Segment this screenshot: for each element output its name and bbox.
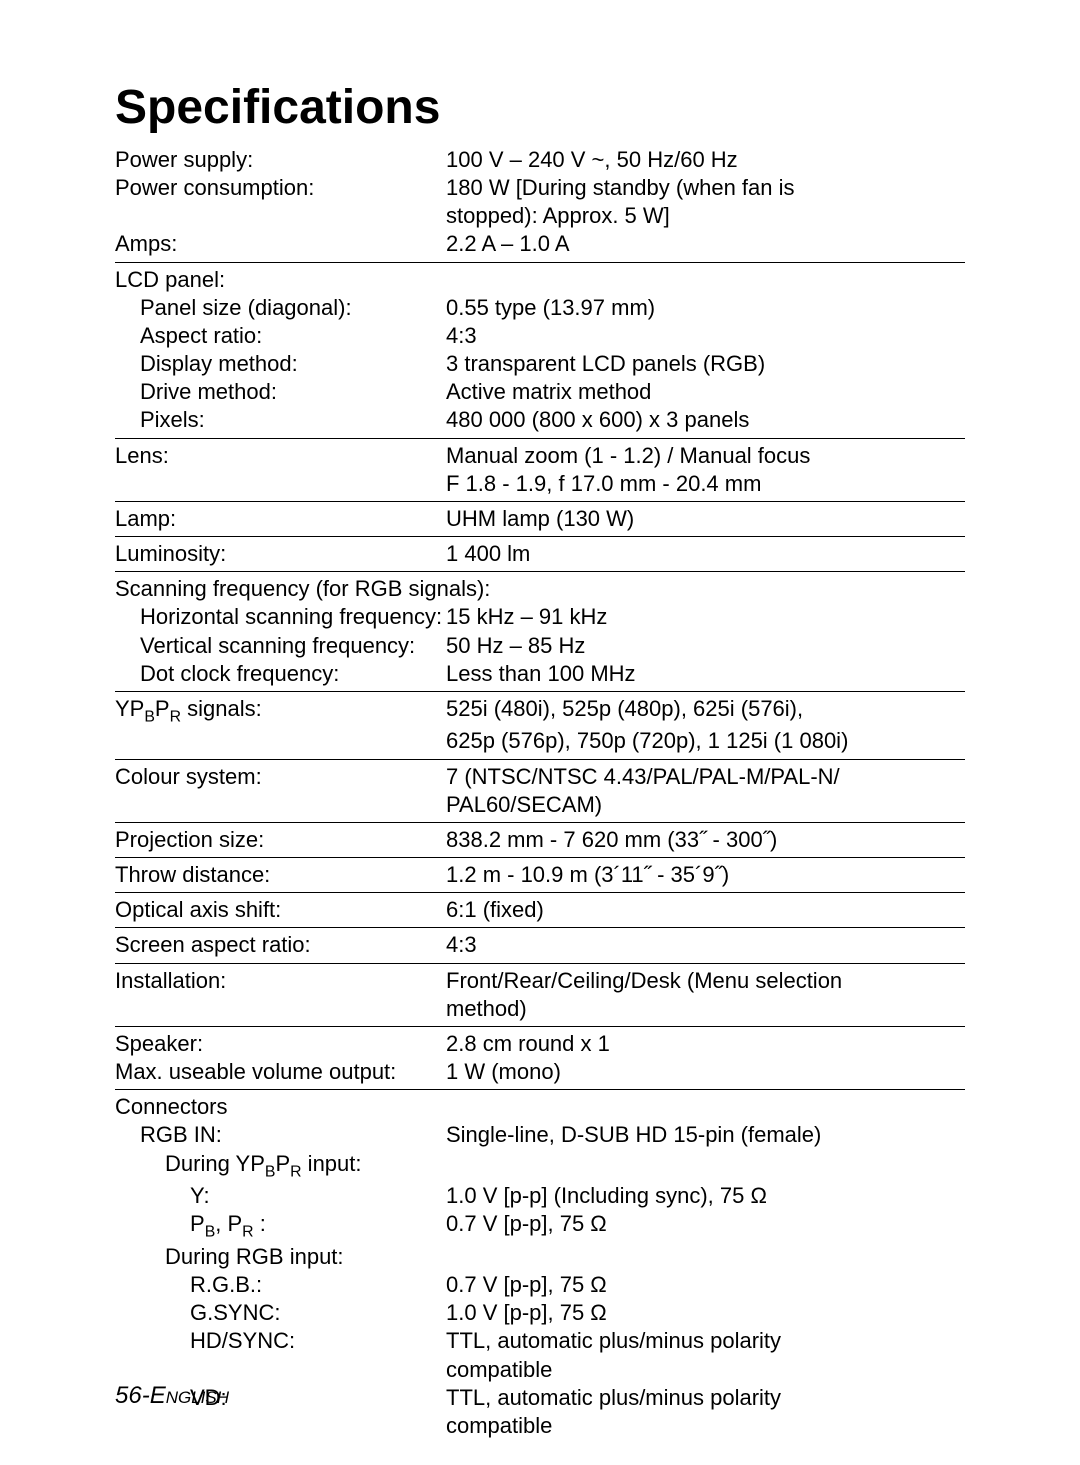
power-consumption-value2: stopped): Approx. 5 W]	[446, 202, 965, 230]
display-method-label: Display method:	[115, 350, 446, 378]
rgb-value: 0.7 V [p-p], 75 Ω	[446, 1271, 965, 1299]
throw-label: Throw distance:	[115, 861, 446, 889]
optical-section: Optical axis shift:6:1 (fixed)	[115, 893, 965, 928]
colour-label: Colour system:	[115, 763, 446, 791]
display-method-value: 3 transparent LCD panels (RGB)	[446, 350, 965, 378]
max-volume-label: Max. useable volume output:	[115, 1058, 446, 1086]
vd-value1: TTL, automatic plus/minus polarity	[446, 1384, 965, 1412]
hdsync-label: HD/SYNC:	[115, 1327, 446, 1355]
lcd-section: LCD panel: Panel size (diagonal):0.55 ty…	[115, 263, 965, 439]
panel-size-label: Panel size (diagonal):	[115, 294, 446, 322]
luminosity-label: Luminosity:	[115, 540, 446, 568]
power-section: Power supply:100 V – 240 V ~, 50 Hz/60 H…	[115, 143, 965, 263]
throw-value: 1.2 m - 10.9 m (3´11˝ - 35´9˝)	[446, 861, 965, 889]
pixels-value: 480 000 (800 x 600) x 3 panels	[446, 406, 965, 434]
lamp-label: Lamp:	[115, 505, 446, 533]
rgb-label: R.G.B.:	[115, 1271, 446, 1299]
page-footer: 56-English	[115, 1382, 229, 1410]
amps-label: Amps:	[115, 230, 446, 258]
pixels-label: Pixels:	[115, 406, 446, 434]
screen-aspect-section: Screen aspect ratio:4:3	[115, 928, 965, 963]
screen-aspect-value: 4:3	[446, 931, 965, 959]
ypbpr-value1: 525i (480i), 525p (480p), 625i (576i),	[446, 695, 965, 728]
colour-value2: PAL60/SECAM)	[446, 791, 965, 819]
during-rgb-label: During RGB input:	[115, 1243, 446, 1271]
installation-value2: method)	[446, 995, 965, 1023]
gsync-label: G.SYNC:	[115, 1299, 446, 1327]
ypbpr-label: YPBPR signals:	[115, 695, 446, 728]
colour-section: Colour system:7 (NTSC/NTSC 4.43/PAL/PAL-…	[115, 760, 965, 823]
installation-section: Installation:Front/Rear/Ceiling/Desk (Me…	[115, 964, 965, 1027]
horizontal-value: 15 kHz – 91 kHz	[446, 603, 965, 631]
speaker-label: Speaker:	[115, 1030, 446, 1058]
amps-value: 2.2 A – 1.0 A	[446, 230, 965, 258]
drive-method-label: Drive method:	[115, 378, 446, 406]
throw-section: Throw distance:1.2 m - 10.9 m (3´11˝ - 3…	[115, 858, 965, 893]
panel-size-value: 0.55 type (13.97 mm)	[446, 294, 965, 322]
lamp-section: Lamp:UHM lamp (130 W)	[115, 502, 965, 537]
ypbpr-section: YPBPR signals:525i (480i), 525p (480p), …	[115, 692, 965, 760]
colour-value1: 7 (NTSC/NTSC 4.43/PAL/PAL-M/PAL-N/	[446, 763, 965, 791]
vd-value2: compatible	[446, 1412, 965, 1440]
speaker-section: Speaker:2.8 cm round x 1 Max. useable vo…	[115, 1027, 965, 1090]
lens-section: Lens:Manual zoom (1 - 1.2) / Manual focu…	[115, 439, 965, 502]
rgbin-value: Single-line, D-SUB HD 15-pin (female)	[446, 1121, 965, 1149]
projection-label: Projection size:	[115, 826, 446, 854]
installation-value1: Front/Rear/Ceiling/Desk (Menu selection	[446, 967, 965, 995]
lens-value1: Manual zoom (1 - 1.2) / Manual focus	[446, 442, 965, 470]
connectors-section: Connectors RGB IN:Single-line, D-SUB HD …	[115, 1090, 965, 1443]
connectors-label: Connectors	[115, 1093, 446, 1121]
power-supply-label: Power supply:	[115, 146, 446, 174]
rgbin-label: RGB IN:	[115, 1121, 446, 1149]
projection-section: Projection size:838.2 mm - 7 620 mm (33˝…	[115, 823, 965, 858]
hdsync-value1: TTL, automatic plus/minus polarity	[446, 1327, 965, 1355]
dotclock-label: Dot clock frequency:	[115, 660, 446, 688]
luminosity-value: 1 400 lm	[446, 540, 965, 568]
speaker-value: 2.8 cm round x 1	[446, 1030, 965, 1058]
hdsync-value2: compatible	[446, 1356, 965, 1384]
projection-value: 838.2 mm - 7 620 mm (33˝ - 300˝)	[446, 826, 965, 854]
lens-value2: F 1.8 - 1.9, f 17.0 mm - 20.4 mm	[446, 470, 965, 498]
y-label: Y:	[115, 1182, 446, 1210]
aspect-ratio-value: 4:3	[446, 322, 965, 350]
scanning-label: Scanning frequency (for RGB signals):	[115, 575, 490, 603]
lens-label: Lens:	[115, 442, 446, 470]
dotclock-value: Less than 100 MHz	[446, 660, 965, 688]
lcd-panel-label: LCD panel:	[115, 266, 446, 294]
pbpr-label: PB, PR :	[115, 1210, 446, 1243]
power-consumption-label: Power consumption:	[115, 174, 446, 202]
aspect-ratio-label: Aspect ratio:	[115, 322, 446, 350]
power-supply-value: 100 V – 240 V ~, 50 Hz/60 Hz	[446, 146, 965, 174]
y-value: 1.0 V [p-p] (Including sync), 75 Ω	[446, 1182, 965, 1210]
page-title: Specifications	[115, 80, 965, 135]
installation-label: Installation:	[115, 967, 446, 995]
optical-label: Optical axis shift:	[115, 896, 446, 924]
lamp-value: UHM lamp (130 W)	[446, 505, 965, 533]
during-ypbpr-label: During YPBPR input:	[115, 1150, 446, 1183]
drive-method-value: Active matrix method	[446, 378, 965, 406]
ypbpr-value2: 625p (576p), 750p (720p), 1 125i (1 080i…	[446, 727, 965, 755]
pbpr-value: 0.7 V [p-p], 75 Ω	[446, 1210, 965, 1243]
vertical-value: 50 Hz – 85 Hz	[446, 632, 965, 660]
screen-aspect-label: Screen aspect ratio:	[115, 931, 446, 959]
vertical-label: Vertical scanning frequency:	[115, 632, 446, 660]
horizontal-label: Horizontal scanning frequency:	[115, 603, 446, 631]
max-volume-value: 1 W (mono)	[446, 1058, 965, 1086]
luminosity-section: Luminosity:1 400 lm	[115, 537, 965, 572]
gsync-value: 1.0 V [p-p], 75 Ω	[446, 1299, 965, 1327]
power-consumption-value1: 180 W [During standby (when fan is	[446, 174, 965, 202]
optical-value: 6:1 (fixed)	[446, 896, 965, 924]
scanning-section: Scanning frequency (for RGB signals): Ho…	[115, 572, 965, 692]
